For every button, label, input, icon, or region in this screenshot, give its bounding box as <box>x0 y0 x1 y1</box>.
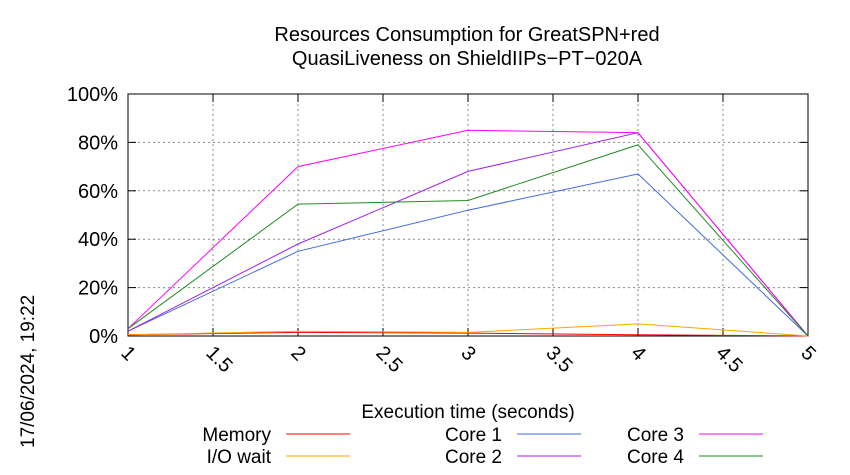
series-line-core-4 <box>127 144 809 337</box>
y-tick-label: 80% <box>78 132 118 154</box>
y-tick-label: 0% <box>89 326 118 348</box>
x-tick-label: 5 <box>796 342 819 365</box>
chart-title-line-2: QuasiLiveness on ShieldIIPs−PT−020A <box>292 48 643 70</box>
x-tick-label: 2.5 <box>371 342 406 377</box>
x-tick-label: 2 <box>286 342 309 365</box>
x-tick-label: 1 <box>116 342 139 365</box>
chart-title-line-1: Resources Consumption for GreatSPN+red <box>274 24 659 46</box>
x-tick-label: 4 <box>626 342 649 365</box>
x-tick-label: 1.5 <box>201 342 236 377</box>
legend-label: Core 2 <box>445 447 502 468</box>
x-tick-label: 3 <box>456 342 479 365</box>
legend-label: Memory <box>202 425 271 446</box>
legend-label: I/O wait <box>207 447 272 468</box>
legend-label: Core 1 <box>445 425 502 446</box>
series-line-core-3 <box>127 129 809 337</box>
x-axis-label: Execution time (seconds) <box>361 402 574 423</box>
legend-label: Core 4 <box>627 447 684 468</box>
y-tick-label: 100% <box>67 84 118 106</box>
series-line-memory <box>127 331 809 337</box>
grid <box>128 94 808 336</box>
series-line-core-1 <box>127 173 809 337</box>
y-tick-label: 20% <box>78 278 118 300</box>
x-tick-label: 3.5 <box>541 342 576 377</box>
legend-label: Core 3 <box>627 425 684 446</box>
series-lines <box>127 129 809 337</box>
timestamp: 17/06/2024, 19:22 <box>18 295 39 448</box>
y-tick-label: 40% <box>78 229 118 251</box>
y-axis: 0% 20% 40% 60% 80% 100% <box>67 84 808 348</box>
series-line-i-o-wait <box>127 323 809 337</box>
x-tick-label: 4.5 <box>711 342 746 377</box>
y-tick-label: 60% <box>78 181 118 203</box>
